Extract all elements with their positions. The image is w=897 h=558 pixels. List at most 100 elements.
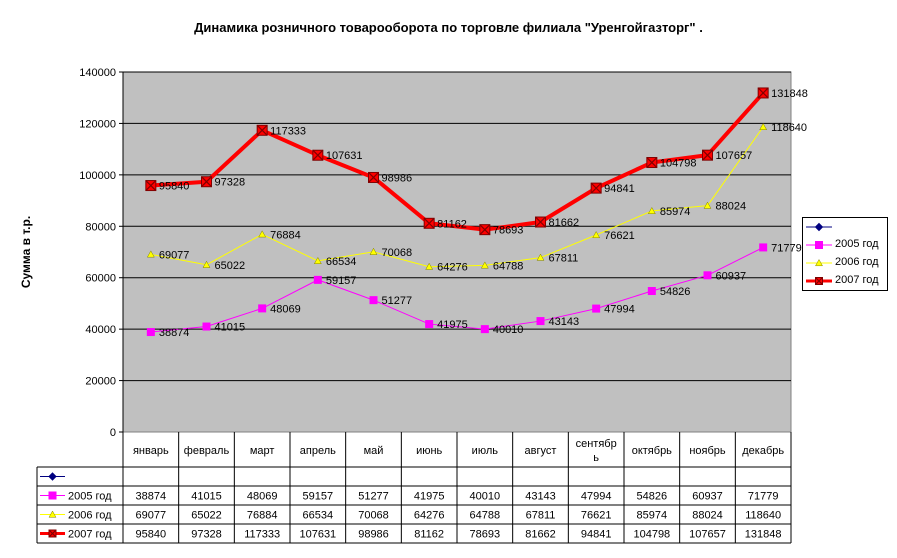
triangle-marker	[313, 256, 322, 264]
data-label: 41015	[215, 322, 246, 334]
triangle-marker	[703, 201, 712, 209]
table-cell-value: 94841	[581, 529, 612, 541]
x-square-marker-cross	[312, 149, 324, 161]
series-line	[150, 246, 764, 333]
table-cell-value: 64276	[414, 510, 445, 522]
data-label: 71779	[771, 242, 802, 254]
plot-area	[122, 71, 792, 433]
data-label: 95840	[159, 181, 190, 193]
table-cell-value: 117333	[244, 529, 280, 541]
data-label: 78693	[493, 225, 524, 237]
x-square-marker-cross	[702, 149, 713, 161]
category-label: июль	[472, 445, 499, 457]
data-label: 40010	[493, 324, 524, 336]
triangle-marker	[48, 510, 57, 518]
data-label: 67811	[549, 253, 579, 265]
square-marker	[536, 317, 545, 326]
x-square-marker-cross	[145, 180, 157, 191]
table-cell-value: 59157	[303, 491, 334, 503]
category-label: апрель	[300, 445, 336, 457]
data-table: январь февраль март апрель май июнь июль август…	[36, 432, 792, 544]
square-marker	[703, 271, 712, 280]
table-cell-value: 78693	[470, 529, 501, 541]
triangle-marker	[258, 230, 267, 238]
table-cell-value: 69077	[136, 510, 167, 522]
x-square-marker-cross	[48, 529, 57, 538]
triangle-marker	[146, 250, 155, 258]
category-label: август	[525, 445, 557, 457]
x-square-marker-cross	[646, 157, 658, 168]
triangle-marker	[536, 253, 545, 261]
table-cell-value: 66534	[303, 510, 334, 522]
triangle-marker	[480, 261, 489, 269]
data-label: 76884	[270, 229, 301, 241]
square-marker	[592, 304, 601, 313]
triangle-marker	[815, 258, 823, 267]
table-cell-value: 85974	[637, 510, 668, 522]
table-cell-value: 97328	[191, 529, 222, 541]
triangle-marker	[592, 230, 601, 239]
table-cell-value: 40010	[470, 491, 501, 503]
square-marker	[258, 304, 267, 313]
data-label: 65022	[215, 260, 246, 272]
category-label: июнь	[416, 445, 442, 457]
data-label: 41975	[437, 319, 468, 331]
square-marker	[146, 328, 155, 337]
data-label: 38874	[159, 327, 190, 339]
x-square-marker-cross	[479, 224, 491, 236]
table-cell-value: 81162	[414, 529, 444, 541]
category-label: май	[364, 445, 384, 457]
diamond-marker	[814, 222, 824, 232]
table-cell-value: 38874	[136, 491, 167, 503]
data-label: 69077	[159, 249, 190, 261]
table-cell-value: 131848	[745, 529, 782, 541]
table-series-name: 2005 год	[68, 491, 112, 503]
triangle-marker	[425, 262, 434, 270]
legend-entry: 2005 год	[803, 236, 887, 254]
square-marker	[425, 320, 434, 329]
legend-label: 2005 год	[835, 238, 879, 250]
y-tick-label: 0	[110, 427, 116, 439]
table-cell-value: 65022	[191, 510, 222, 522]
table-cell-value: 76884	[247, 510, 278, 522]
x-square-marker-cross	[590, 182, 602, 194]
table-cell-value: 107631	[299, 529, 336, 541]
data-label: 81662	[549, 217, 580, 229]
y-axis-ticks: 0 20000 40000 60000 80000 100000 120000 140000	[79, 67, 123, 439]
table-cell-value: 104798	[633, 529, 670, 541]
table-cell-value: 48069	[247, 491, 278, 503]
legend-key	[806, 241, 832, 249]
table-cell-value: 64788	[470, 510, 501, 522]
triangle-marker	[647, 206, 656, 214]
category-label: октябрь	[632, 445, 672, 457]
y-tick-label: 60000	[85, 273, 116, 285]
data-label: 117333	[270, 125, 306, 137]
table-cell-value: 95840	[136, 529, 167, 541]
legend-entry	[803, 218, 887, 236]
data-label: 94841	[604, 183, 635, 195]
square-marker	[313, 275, 322, 284]
square-marker	[480, 325, 489, 334]
table-series-name: 2006 год	[68, 510, 112, 522]
legend-key	[806, 258, 832, 267]
table-cell-value: 118640	[745, 510, 781, 522]
x-square-marker-cross	[757, 87, 769, 99]
data-label: 104798	[660, 158, 697, 170]
data-label: 48069	[270, 303, 301, 315]
data-label: 64788	[493, 260, 524, 272]
legend-label: 2007 год	[835, 274, 879, 286]
table-cell-value: 47994	[581, 491, 612, 503]
square-marker	[647, 287, 656, 296]
x-square-marker-cross	[423, 217, 435, 229]
legend-key	[806, 222, 832, 232]
table-cell-value: 81662	[525, 529, 556, 541]
square-marker	[48, 491, 57, 500]
data-label: 54826	[660, 286, 691, 298]
data-label: 131848	[771, 88, 808, 100]
x-square-marker-cross	[201, 176, 212, 188]
table-series-name: 2007 год	[68, 529, 112, 541]
square-marker	[369, 296, 378, 305]
diamond-marker	[48, 472, 57, 481]
y-tick-label: 20000	[85, 376, 116, 388]
data-label: 76621	[604, 230, 635, 242]
